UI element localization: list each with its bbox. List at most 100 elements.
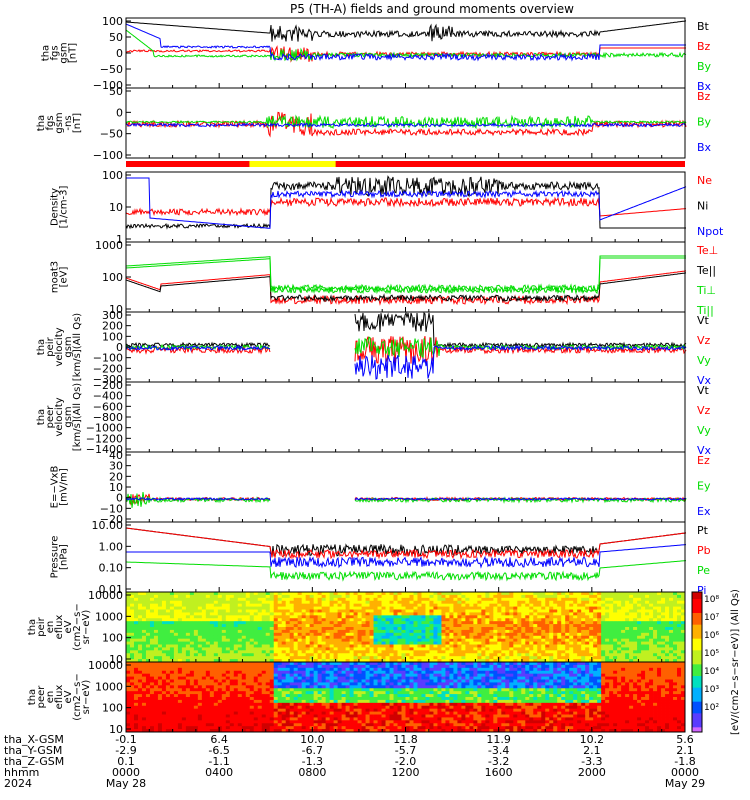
- heatmap-cell: [517, 653, 522, 657]
- heatmap-cell: [645, 618, 650, 622]
- heatmap-cell: [449, 609, 454, 613]
- heatmap-cell: [313, 670, 319, 675]
- heatmap-cell: [653, 621, 658, 625]
- heatmap-cell: [369, 624, 374, 628]
- heatmap-cell: [189, 705, 195, 710]
- heatmap-cell: [249, 697, 255, 701]
- heatmap-cell: [273, 705, 279, 710]
- heatmap-cell: [501, 632, 506, 637]
- heatmap-cell: [229, 723, 235, 727]
- heatmap-cell: [429, 594, 434, 599]
- heatmap-cell: [177, 618, 183, 622]
- heatmap-cell: [177, 612, 183, 616]
- heatmap-cell: [165, 659, 171, 663]
- heatmap-cell: [213, 702, 219, 707]
- heatmap-cell: [209, 659, 215, 663]
- heatmap-cell: [449, 594, 454, 599]
- heatmap-cell: [237, 600, 243, 605]
- heatmap-cell: [293, 609, 299, 613]
- heatmap-cell: [289, 624, 295, 628]
- heatmap-cell: [489, 641, 494, 645]
- heatmap-cell: [173, 594, 179, 599]
- heatmap-cell: [249, 603, 255, 607]
- heatmap-cell: [273, 688, 279, 692]
- heatmap-cell: [365, 606, 370, 610]
- heatmap-cell: [181, 729, 187, 733]
- heatmap-cell: [241, 615, 247, 619]
- heatmap-cell: [389, 627, 394, 631]
- heatmap-cell: [305, 699, 311, 704]
- heatmap-cell: [153, 691, 159, 695]
- heatmap-cell: [681, 629, 686, 634]
- heatmap-cell: [161, 603, 167, 607]
- heatmap-cell: [169, 723, 175, 727]
- heatmap-cell: [241, 682, 247, 686]
- heatmap-cell: [133, 618, 139, 622]
- heatmap-cell: [273, 679, 279, 683]
- heatmap-cell: [389, 621, 394, 625]
- heatmap-cell: [169, 664, 175, 669]
- heatmap-cell: [533, 629, 538, 634]
- heatmap-cell: [501, 597, 506, 602]
- heatmap-cell: [597, 603, 602, 607]
- heatmap-cell: [457, 603, 462, 607]
- y-tick-label: 1: [116, 233, 123, 246]
- heatmap-cell: [601, 635, 606, 640]
- heatmap-cell: [209, 673, 215, 677]
- heatmap-cell: [321, 697, 327, 701]
- heatmap-cell: [345, 635, 350, 640]
- heatmap-cell: [529, 609, 534, 613]
- heatmap-cell: [177, 644, 183, 648]
- heatmap-cell: [357, 659, 362, 663]
- heatmap-cell: [229, 632, 235, 637]
- heatmap-cell: [249, 705, 255, 710]
- heatmap-cell: [333, 615, 339, 619]
- heatmap-cell: [317, 621, 323, 625]
- heatmap-cell: [393, 653, 398, 657]
- heatmap-cell: [401, 618, 406, 622]
- heatmap-cell: [305, 694, 311, 698]
- heatmap-cell: [197, 606, 203, 610]
- heatmap-cell: [233, 726, 239, 730]
- heatmap-cell: [321, 670, 327, 675]
- heatmap-cell: [197, 659, 203, 663]
- heatmap-cell: [289, 699, 295, 704]
- heatmap-cell: [625, 592, 630, 596]
- heatmap-cell: [405, 629, 410, 634]
- heatmap-cell: [553, 650, 558, 654]
- heatmap-cell: [301, 656, 307, 660]
- heatmap-cell: [573, 638, 578, 642]
- heatmap-cell: [429, 606, 434, 610]
- heatmap-cell: [281, 618, 287, 622]
- heatmap-cell: [241, 714, 247, 718]
- heatmap-cell: [233, 621, 239, 625]
- heatmap-cell: [245, 644, 251, 648]
- heatmap-cell: [393, 594, 398, 599]
- heatmap-cell: [561, 650, 566, 654]
- heatmap-cell: [213, 682, 219, 686]
- heatmap-cell: [637, 624, 642, 628]
- heatmap-cell: [277, 697, 283, 701]
- heatmap-cell: [673, 618, 678, 622]
- heatmap-cell: [229, 597, 235, 602]
- heatmap-cell: [269, 627, 275, 631]
- heatmap-cell: [245, 691, 251, 695]
- heatmap-cell: [537, 615, 542, 619]
- heatmap-cell: [129, 606, 135, 610]
- heatmap-cell: [229, 667, 235, 672]
- heatmap-cell: [397, 624, 402, 628]
- heatmap-cell: [437, 638, 442, 642]
- heatmap-cell: [541, 597, 546, 602]
- heatmap-cell: [189, 650, 195, 654]
- heatmap-cell: [569, 621, 574, 625]
- heatmap-cell: [389, 594, 394, 599]
- heatmap-cell: [489, 656, 494, 660]
- heatmap-cell: [677, 597, 682, 602]
- heatmap-cell: [357, 612, 362, 616]
- heatmap-cell: [321, 638, 327, 642]
- heatmap-cell: [269, 673, 275, 677]
- heatmap-cell: [149, 670, 155, 675]
- heatmap-cell: [169, 679, 175, 683]
- heatmap-cell: [201, 711, 207, 715]
- heatmap-cell: [277, 694, 283, 698]
